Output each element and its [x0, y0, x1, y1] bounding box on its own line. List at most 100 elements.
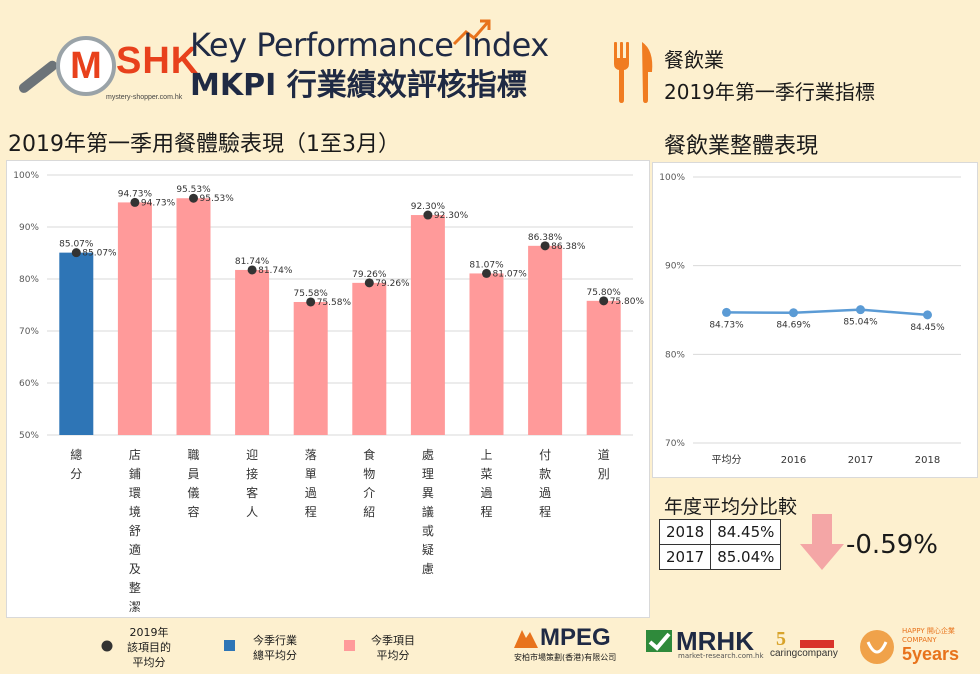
series-line: [726, 308, 928, 317]
caring-logo: caringcompany: [770, 648, 838, 659]
happy-sub: HAPPY 開心企業 COMPANY: [902, 627, 955, 644]
caring-banner-icon: [800, 640, 834, 648]
right-section-title: 餐飲業整體表現: [664, 134, 819, 159]
data-point: [789, 308, 798, 318]
y-tick-label: 60%: [19, 379, 39, 389]
mpeg-mark-icon: [514, 628, 538, 648]
table-row: 2018 84.45%: [658, 519, 782, 545]
bar: [586, 300, 621, 435]
mpeg-logo: MPEG: [540, 624, 611, 651]
data-label: 81.74%: [235, 257, 270, 267]
category-label: 平均分: [712, 454, 742, 466]
category-label: 2018: [915, 455, 940, 466]
legend-dot-icon: [101, 640, 113, 652]
bar: [59, 252, 94, 435]
data-label: 84.73%: [709, 320, 744, 330]
data-point: [599, 296, 609, 306]
data-label: 84.45%: [910, 323, 945, 333]
data-label: 81.07%: [469, 260, 504, 270]
mshk-logo: M SHK mystery-shopper.com.hk: [14, 28, 198, 106]
compare-year: 2018: [658, 519, 712, 545]
data-point: [540, 241, 550, 251]
trend-up-icon: [452, 19, 491, 46]
category-label: 2016: [781, 455, 806, 466]
category-label: 處理異議或疑慮: [422, 448, 434, 576]
table-row: 2017 85.04%: [658, 544, 782, 570]
category-label: 上菜過程: [480, 448, 492, 519]
data-point: [306, 297, 316, 307]
left-section-title: 2019年第一季用餐體驗表現（1至3月）: [8, 132, 400, 157]
data-point: [722, 307, 731, 317]
category-label: 道別: [598, 448, 610, 481]
mrhk-logo: MRHK: [676, 626, 754, 656]
data-point: [423, 210, 433, 220]
y-tick-label: 90%: [19, 223, 39, 233]
data-label: 85.07%: [82, 249, 117, 259]
industry-period: 2019年第一季行業指標: [664, 80, 875, 104]
bar: [293, 301, 328, 435]
line-chart: 100% 90% 80% 70% 84.73% 平均分 84.69% 2016 85.04% 20…: [659, 173, 961, 466]
legend-pink-swatch: [344, 640, 355, 651]
compare-score: 85.04%: [710, 544, 782, 570]
bar-chart: 100%90%80%70%60%50%85.07%85.07%總分94.73%9…: [13, 171, 645, 614]
line-chart-panel: 100% 90% 80% 70% 84.73% 平均分 84.69% 2016 85.04% 20…: [652, 162, 978, 478]
logo-letter: M: [56, 36, 116, 96]
y-tick-label: 70%: [665, 439, 685, 449]
data-label: 75.80%: [587, 288, 622, 298]
bar: [410, 215, 445, 435]
legend-dot-label: 2019年 該項目的 平均分: [127, 626, 171, 669]
data-label: 94.73%: [141, 198, 176, 208]
bar: [235, 269, 270, 435]
legend-pink-label: 今季項目 平均分: [371, 634, 415, 662]
kpi-title-en: Key Performance Index: [190, 26, 549, 64]
category-label: 總分: [70, 447, 82, 481]
data-label: 94.73%: [118, 189, 153, 199]
happy-company-icon: [860, 630, 894, 664]
y-tick-label: 80%: [19, 275, 39, 285]
legend-blue-label: 今季行業 總平均分: [253, 634, 297, 662]
bar: [352, 282, 387, 435]
data-point: [71, 248, 81, 258]
cutlery-icon: [614, 42, 653, 103]
category-label: 店鋪環境舒適及整潔: [129, 448, 141, 614]
arrow-down-icon: [800, 514, 844, 570]
mrhk-sub: market-research.com.hk: [678, 652, 764, 660]
data-point: [482, 268, 491, 278]
data-label: 81.07%: [493, 269, 528, 279]
data-label: 86.38%: [551, 242, 586, 252]
bar: [117, 202, 152, 435]
category-label: 付款過程: [539, 448, 551, 519]
compare-score: 84.45%: [710, 519, 782, 545]
category-label: 食物介紹: [363, 447, 375, 519]
logo-url: mystery-shopper.com.hk: [106, 94, 183, 101]
data-label: 85.04%: [843, 318, 878, 328]
y-tick-label: 50%: [19, 431, 39, 441]
industry-name: 餐飲業: [664, 48, 724, 72]
compare-year: 2017: [658, 544, 712, 570]
legend-blue-swatch: [224, 640, 235, 651]
data-label: 81.74%: [258, 266, 293, 276]
data-label: 79.26%: [352, 270, 387, 280]
bar: [176, 198, 211, 435]
category-label: 職員儀容: [187, 448, 199, 519]
data-point: [923, 310, 932, 320]
mpeg-sub: 安柏市場策劃(香港)有限公司: [514, 653, 617, 662]
happy-logo: 5years: [902, 644, 960, 664]
data-label: 79.26%: [375, 279, 410, 289]
data-point: [130, 197, 140, 207]
bar: [469, 273, 504, 435]
compare-diff: -0.59%: [846, 530, 938, 560]
y-tick-label: 80%: [665, 350, 685, 360]
data-label: 85.07%: [59, 240, 94, 250]
data-label: 75.80%: [610, 297, 645, 307]
data-point: [364, 278, 374, 288]
data-label: 86.38%: [528, 233, 563, 243]
kpi-title-zh: MKPI 行業績效評核指標: [190, 68, 527, 103]
y-tick-label: 100%: [659, 173, 685, 183]
bar: [528, 245, 563, 435]
bar-chart-panel: 100% 90% 80% 70% 60% 50% 85.07% 85.07% 總分 94.73% 9…: [6, 160, 650, 618]
data-point: [856, 305, 865, 315]
data-label: 92.30%: [434, 211, 469, 221]
compare-table: 2018 84.45% 2017 85.04%: [658, 519, 782, 570]
category-label: 2017: [848, 455, 873, 466]
